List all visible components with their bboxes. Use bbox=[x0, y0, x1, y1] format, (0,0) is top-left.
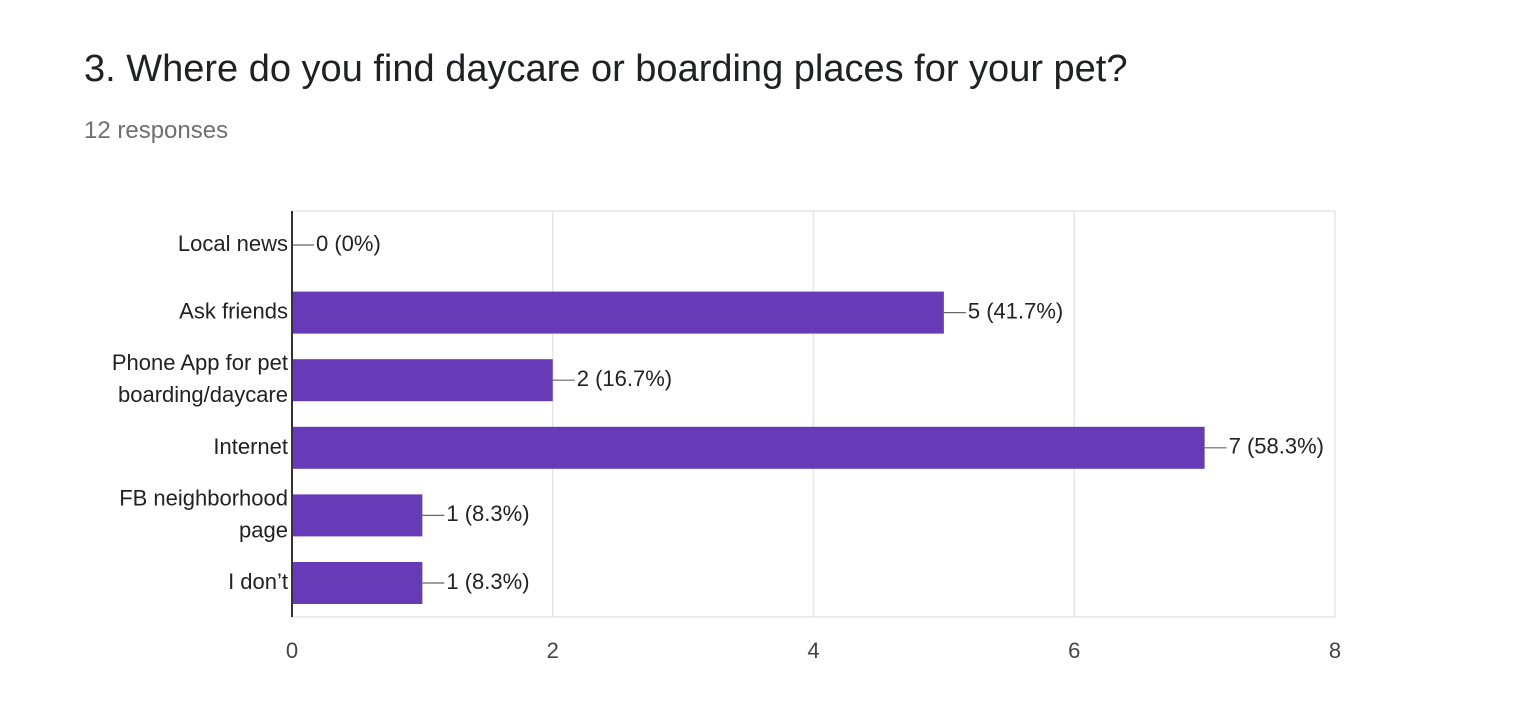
data-label: 0 (0%) bbox=[316, 231, 381, 256]
category-label: Ask friends bbox=[179, 298, 288, 323]
response-count: 12 responses bbox=[84, 117, 229, 144]
labels: 0 2 4 6 8 0 (0%) Local news 5 (41.7%) Ask friend… bbox=[112, 211, 1341, 663]
bar bbox=[292, 291, 944, 334]
question-title: 3. Where do you find daycare or boarding… bbox=[84, 48, 1128, 90]
data-label: 1 (8.3%) bbox=[446, 569, 529, 594]
bar bbox=[292, 562, 423, 604]
x-tick-label: 4 bbox=[807, 638, 819, 663]
data-label: 7 (58.3%) bbox=[1229, 434, 1324, 459]
data-label: 2 (16.7%) bbox=[577, 366, 672, 391]
category-label: Internet bbox=[213, 434, 288, 459]
x-tick-label: 6 bbox=[1068, 638, 1080, 663]
bar bbox=[292, 494, 423, 537]
data-label: 5 (41.7%) bbox=[968, 298, 1063, 323]
category-label: Phone App for pet boarding/daycare bbox=[112, 350, 288, 407]
category-label: I don’t bbox=[228, 569, 288, 594]
x-tick-label: 0 bbox=[286, 638, 298, 663]
x-tick-label: 2 bbox=[547, 638, 559, 663]
category-label: FB neighborhood page bbox=[119, 485, 288, 542]
data-label: 1 (8.3%) bbox=[446, 501, 529, 526]
bars bbox=[292, 291, 1205, 604]
bar bbox=[292, 426, 1205, 469]
grid-lines bbox=[292, 210, 1336, 618]
category-label: Local news bbox=[178, 231, 288, 256]
bar bbox=[292, 359, 553, 402]
x-tick-label: 8 bbox=[1329, 638, 1341, 663]
